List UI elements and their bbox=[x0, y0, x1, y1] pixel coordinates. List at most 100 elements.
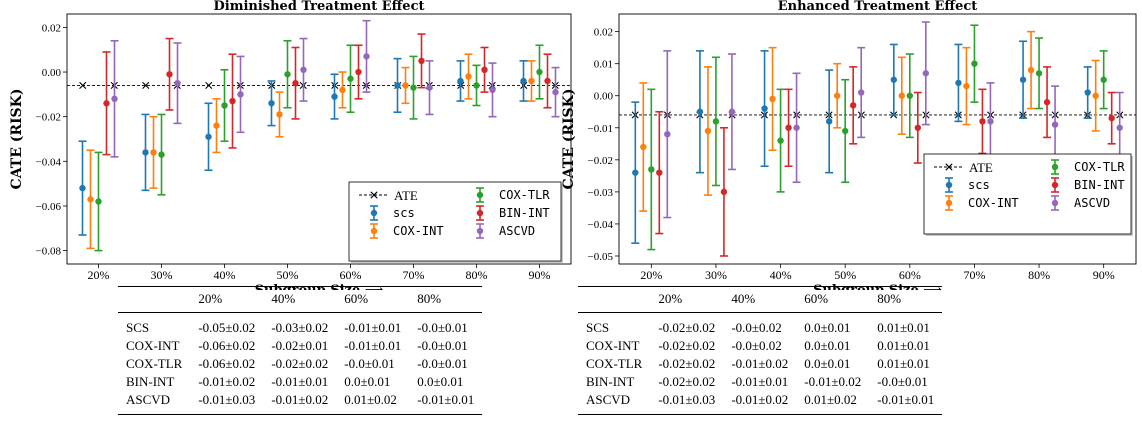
table-header-cell: 20% bbox=[650, 286, 724, 313]
data-point bbox=[536, 68, 543, 76]
data-point bbox=[632, 169, 639, 176]
table-cell: BIN-INT bbox=[586, 374, 635, 389]
table-cell: -0.0±0.01 bbox=[417, 356, 468, 371]
table-cell: -0.0±0.02 bbox=[731, 320, 782, 335]
data-point bbox=[174, 79, 181, 87]
series-ascvd bbox=[110, 19, 560, 158]
table-cell: ASCVD bbox=[578, 391, 651, 415]
series-scs bbox=[78, 57, 528, 236]
data-point bbox=[793, 124, 800, 131]
charts-canvas: Diminished Treatment Effect −0.08 −0.06 −0.… bbox=[9, 0, 1137, 290]
table-row: BIN-INT -0.01±0.02 -0.01±0.01 0.0±0.01 0.0±0… bbox=[118, 373, 482, 391]
data-point bbox=[1019, 76, 1027, 83]
table-cell: -0.0±0.02 bbox=[731, 338, 782, 353]
x-tick-label: 20% bbox=[88, 268, 110, 282]
table-cell: 0.01±0.01 bbox=[877, 338, 930, 353]
data-point bbox=[552, 88, 559, 96]
series-bin-int bbox=[655, 66, 1116, 257]
table-header-cell: 40% bbox=[263, 286, 337, 313]
data-point bbox=[347, 75, 354, 82]
legend-marker-dot bbox=[945, 199, 953, 207]
table-cell: 0.0±0.01 bbox=[804, 356, 851, 371]
data-point bbox=[922, 70, 930, 77]
data-point bbox=[857, 89, 865, 96]
series-cox-int bbox=[86, 53, 536, 250]
table-header-cell: 40% bbox=[723, 286, 797, 313]
y-tick-label: −0.04 bbox=[36, 156, 62, 168]
legend-marker-dot bbox=[476, 227, 484, 235]
legend-marker-dot bbox=[476, 209, 484, 217]
table-cell: -0.01±0.01 bbox=[344, 338, 402, 353]
series-cox-int bbox=[639, 30, 1100, 212]
series-cox-tlr bbox=[94, 39, 544, 252]
y-tick-label: −0.08 bbox=[36, 246, 62, 258]
data-point bbox=[276, 111, 283, 118]
x-tick-label: 60% bbox=[899, 268, 921, 282]
data-point bbox=[544, 77, 551, 85]
legend-marker-dot bbox=[1051, 199, 1059, 207]
table-cell: BIN-INT bbox=[126, 374, 175, 389]
table-header-cell: 80% bbox=[869, 286, 943, 313]
chart-title: Enhanced Treatment Effect bbox=[778, 0, 978, 14]
legend-ate-marker bbox=[370, 191, 378, 199]
table-cell: SCS bbox=[126, 320, 150, 335]
table-cell: -0.01±0.01 bbox=[271, 374, 329, 389]
data-point bbox=[825, 118, 833, 125]
table-cell: 0.0±0.01 bbox=[344, 374, 391, 389]
data-point bbox=[205, 133, 212, 140]
data-point bbox=[1051, 121, 1059, 128]
legend-ate-label: ATE bbox=[394, 188, 418, 203]
table-cell: -0.0±0.01 bbox=[877, 374, 928, 389]
y-tick-label: −0.04 bbox=[588, 219, 614, 231]
data-point bbox=[1116, 124, 1123, 131]
legend: ATE COX-TLR scs BIN-INT COX-INT ASCVD bbox=[348, 181, 563, 263]
x-tick-label: 50% bbox=[834, 268, 856, 282]
data-point bbox=[481, 66, 488, 74]
table-cell: COX-TLR bbox=[126, 356, 183, 371]
table-cell: -0.01±0.02 bbox=[263, 391, 337, 415]
data-point bbox=[1027, 66, 1035, 74]
table-cell: -0.06±0.02 bbox=[198, 356, 256, 371]
table-row: SCS -0.05±0.02 -0.03±0.02 -0.01±0.01 -0.0±0.… bbox=[118, 313, 482, 338]
data-point bbox=[696, 108, 704, 115]
ate-marker bbox=[205, 81, 213, 90]
y-tick-label: 0.02 bbox=[594, 27, 613, 39]
data-point bbox=[166, 71, 173, 78]
data-point bbox=[158, 151, 165, 158]
data-point bbox=[229, 97, 236, 105]
data-point bbox=[833, 92, 841, 99]
chart-title: Diminished Treatment Effect bbox=[213, 0, 424, 14]
table-cell: -0.01±0.03 bbox=[190, 391, 264, 415]
table-cell: 0.0±0.01 bbox=[804, 320, 851, 335]
data-point bbox=[237, 91, 244, 98]
data-point bbox=[150, 149, 157, 156]
x-tick-label: 70% bbox=[403, 268, 425, 282]
x-tick-label: 40% bbox=[770, 268, 792, 282]
legend-box bbox=[348, 181, 562, 262]
legend-label-bin-int: BIN-INT bbox=[499, 206, 550, 220]
data-point bbox=[640, 143, 647, 151]
table-cell: -0.05±0.02 bbox=[198, 320, 256, 335]
y-axis-label: CATE (RISK) bbox=[9, 89, 25, 190]
data-point bbox=[221, 102, 228, 109]
data-point bbox=[914, 124, 922, 131]
table-row: COX-INT -0.02±0.02 -0.0±0.02 0.0±0.01 0.01±0… bbox=[578, 337, 942, 355]
data-point bbox=[339, 86, 346, 94]
table-header-cell: 80% bbox=[409, 286, 483, 313]
data-point bbox=[284, 71, 291, 78]
table-cell: -0.02±0.02 bbox=[658, 338, 716, 353]
legend-marker-dot bbox=[370, 227, 378, 235]
table-cell: -0.02±0.01 bbox=[271, 338, 329, 353]
data-point bbox=[761, 105, 768, 112]
data-point bbox=[142, 149, 149, 156]
table-cell: -0.03±0.02 bbox=[271, 320, 329, 335]
y-tick-label: 0.02 bbox=[42, 22, 61, 34]
data-point bbox=[777, 137, 784, 144]
table-cell: -0.01±0.01 bbox=[869, 391, 943, 415]
data-point bbox=[1100, 76, 1107, 83]
table-cell: 0.0±0.01 bbox=[804, 338, 851, 353]
legend-marker-dot bbox=[476, 191, 484, 199]
legend-marker-dot bbox=[945, 181, 953, 189]
table-cell: COX-INT bbox=[126, 338, 180, 353]
chart-enhanced: Enhanced Treatment Effect −0.05 −0.04 −0.03… bbox=[561, 0, 1137, 290]
